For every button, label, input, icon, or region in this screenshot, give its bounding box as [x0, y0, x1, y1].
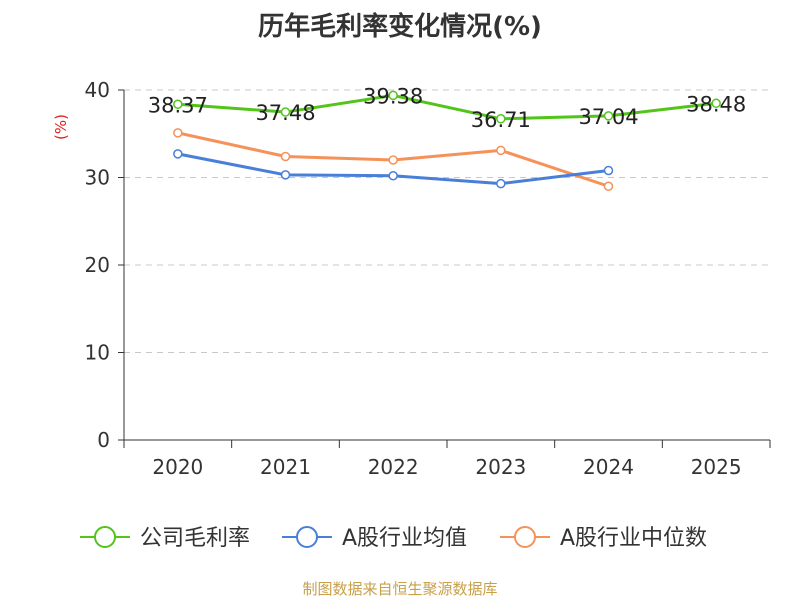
legend-item: 公司毛利率 — [80, 526, 250, 551]
data-label: 37.48 — [255, 101, 315, 125]
data-label: 38.48 — [686, 92, 746, 116]
y-tick-label: 20 — [85, 253, 110, 277]
x-tick-label: 2025 — [691, 455, 742, 479]
data-point — [603, 111, 614, 121]
x-tick-label: 2023 — [475, 455, 526, 479]
legend-marker — [514, 526, 536, 548]
legend-label: 公司毛利率 — [140, 526, 250, 551]
data-point — [280, 170, 291, 180]
data-labels: 38.37 37.48 39.38 36.71 37.04 38.48 — [148, 84, 746, 131]
data-point — [173, 99, 183, 110]
x-axis: 2020 2021 2022 2023 2024 2025 — [123, 439, 771, 479]
series-0 — [173, 90, 721, 124]
legend-item: A股行业均值 — [282, 526, 467, 551]
chart-title: 历年毛利率变化情况(%) — [258, 12, 542, 42]
data-point — [388, 171, 398, 181]
y-axis-label: (%) — [52, 114, 70, 140]
legend-item: A股行业中位数 — [500, 526, 707, 551]
data-point — [388, 90, 398, 101]
data-label: 37.04 — [578, 105, 638, 129]
legend-label: A股行业均值 — [342, 526, 467, 551]
x-tick-label: 2022 — [368, 455, 419, 479]
data-point — [603, 165, 614, 176]
series-1 — [173, 149, 614, 189]
x-tick-label: 2020 — [152, 455, 203, 479]
data-point — [388, 155, 398, 165]
data-point — [280, 151, 291, 162]
data-label: 39.38 — [363, 84, 423, 108]
x-tick-label: 2021 — [260, 455, 311, 479]
legend-marker — [296, 526, 318, 548]
gridlines — [124, 89, 770, 353]
y-tick-label: 40 — [85, 78, 110, 102]
data-point — [173, 149, 183, 159]
data-point — [496, 114, 506, 124]
series-2 — [173, 128, 614, 191]
legend: 公司毛利率 A股行业均值 A股行业中位数 — [80, 526, 707, 551]
data-point — [496, 178, 506, 189]
y-tick-label: 0 — [97, 428, 110, 452]
x-tick-label: 2024 — [583, 455, 634, 479]
data-label: 36.71 — [471, 108, 531, 132]
legend-marker — [94, 526, 116, 548]
y-tick-label: 10 — [85, 341, 110, 365]
data-label: 38.37 — [148, 93, 208, 117]
series-line — [177, 93, 717, 121]
data-point — [603, 181, 614, 191]
y-axis: 0 10 20 30 40 — [85, 78, 125, 452]
data-point — [496, 145, 506, 156]
source-note: 制图数据来自恒生聚源数据库 — [302, 580, 498, 598]
legend-label: A股行业中位数 — [560, 526, 707, 551]
data-point — [280, 107, 291, 117]
y-tick-label: 30 — [85, 166, 110, 190]
data-point — [711, 98, 721, 109]
data-point — [173, 128, 183, 138]
series-lines — [173, 90, 721, 191]
